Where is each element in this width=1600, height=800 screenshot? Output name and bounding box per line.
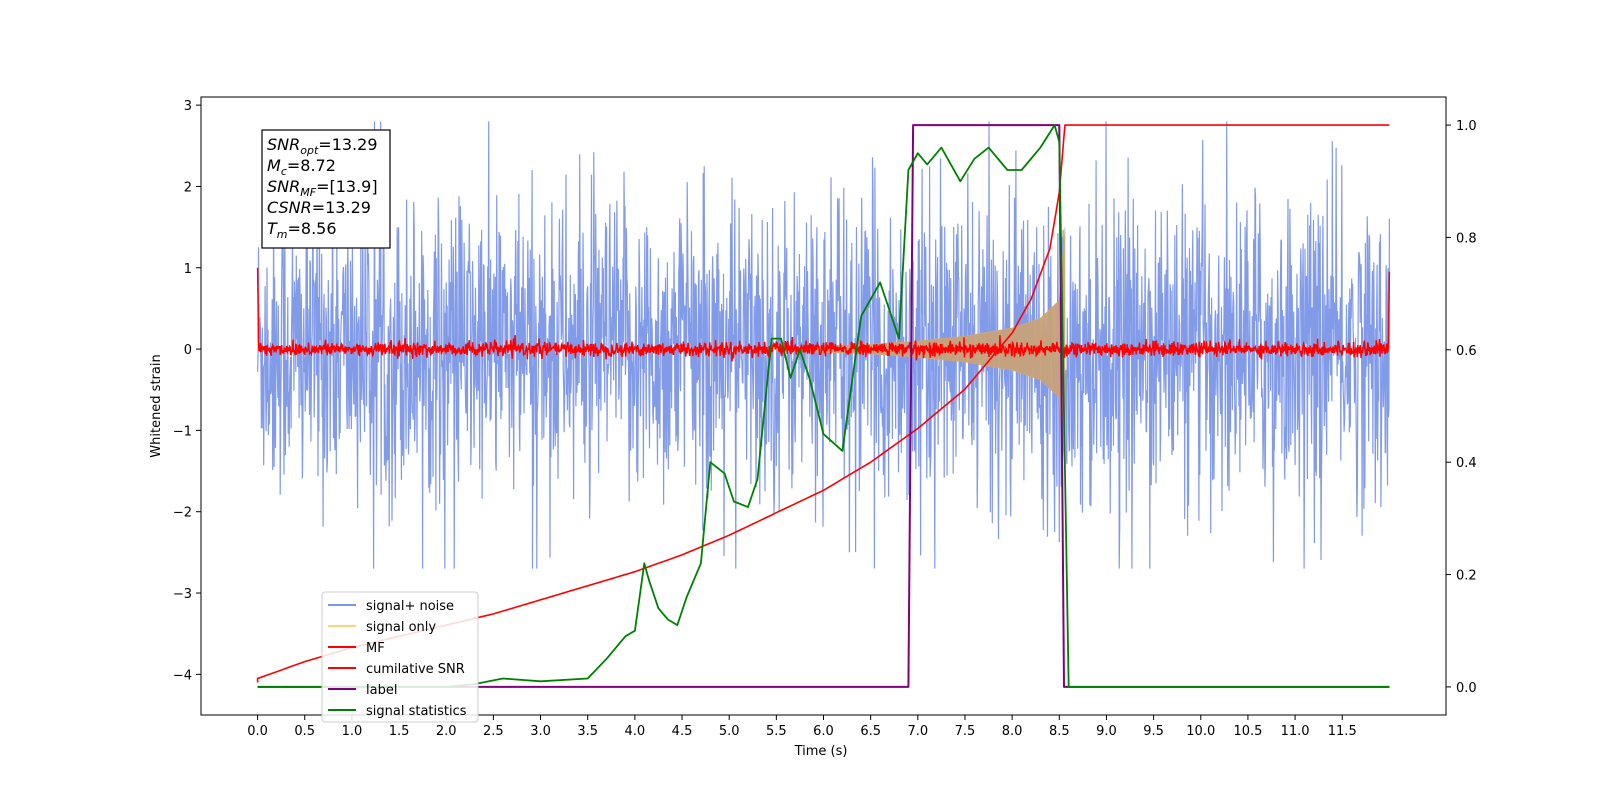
x-tick-label: 9.0 (1096, 724, 1117, 739)
x-tick-label: 8.0 (1002, 724, 1023, 739)
y-right-tick-label: 0.2 (1456, 569, 1477, 584)
x-tick-label: 3.5 (577, 724, 598, 739)
y-tick-label: −2 (173, 506, 192, 521)
x-tick-label: 3.0 (530, 724, 551, 739)
x-tick-label: 5.5 (766, 724, 787, 739)
legend-entry: label (366, 683, 397, 698)
y-right-tick-label: 0.4 (1456, 456, 1477, 471)
legend-frame (321, 591, 479, 723)
x-tick-label: 10.5 (1233, 724, 1262, 739)
y-tick-label: −1 (173, 424, 192, 439)
legend-entry: signal statistics (366, 704, 467, 719)
x-tick-label: 7.5 (955, 724, 976, 739)
y-right-tick-label: 0.6 (1456, 344, 1477, 359)
y-right-tick-label: 1.0 (1456, 119, 1477, 134)
y-tick-label: 0 (184, 343, 192, 358)
x-tick-label: 10.0 (1186, 724, 1215, 739)
y-tick-label: 2 (184, 180, 192, 195)
x-tick-label: 4.0 (625, 724, 646, 739)
x-tick-label: 5.0 (719, 724, 740, 739)
info-line: Tm=8.56 (267, 219, 337, 241)
y-tick-label: 3 (184, 99, 192, 114)
legend-entry: signal+ noise (366, 599, 454, 614)
info-box: SNRopt=13.29Mc=8.72SNRMF=[13.9]CSNR=13.2… (261, 129, 391, 249)
x-tick-label: 7.0 (907, 724, 928, 739)
info-line: Mc=8.72 (267, 156, 336, 178)
series-signal-statistics (257, 124, 1390, 688)
x-tick-label: 9.5 (1143, 724, 1164, 739)
y-tick-label: −4 (173, 668, 192, 683)
y-right-tick-label: 0.8 (1456, 231, 1477, 246)
x-tick-label: 11.5 (1328, 724, 1357, 739)
x-tick-label: 0.0 (247, 724, 268, 739)
x-tick-label: 1.5 (389, 724, 410, 739)
legend-entry: cumilative SNR (366, 662, 465, 677)
x-tick-label: 6.5 (860, 724, 881, 739)
y-tick-label: 1 (184, 262, 192, 277)
y-right-tick-label: 0.0 (1456, 681, 1477, 696)
x-tick-label: 2.5 (483, 724, 504, 739)
y-tick-label: −3 (173, 587, 192, 602)
y-axis-label: Whitened strain (149, 354, 164, 457)
series-signal-noise (257, 121, 1390, 569)
x-tick-label: 0.5 (294, 724, 315, 739)
info-line: SNRMF=[13.9] (267, 177, 378, 199)
x-tick-label: 2.0 (436, 724, 457, 739)
series-mf (256, 267, 1391, 362)
legend-entry: MF (366, 641, 385, 656)
info-box-frame (261, 129, 391, 249)
legend-entry: signal only (366, 620, 436, 635)
legend: signal+ noise signal only MF cumilative SNR… (321, 591, 479, 723)
info-line: SNRopt=13.29 (267, 135, 378, 157)
x-tick-label: 4.5 (672, 724, 693, 739)
x-tick-label: 1.0 (342, 724, 363, 739)
x-tick-label: 8.5 (1049, 724, 1070, 739)
x-tick-label: 11.0 (1281, 724, 1310, 739)
x-axis-label: Time (s) (794, 744, 848, 759)
x-tick-label: 6.0 (813, 724, 834, 739)
info-line: CSNR=13.29 (267, 198, 371, 217)
